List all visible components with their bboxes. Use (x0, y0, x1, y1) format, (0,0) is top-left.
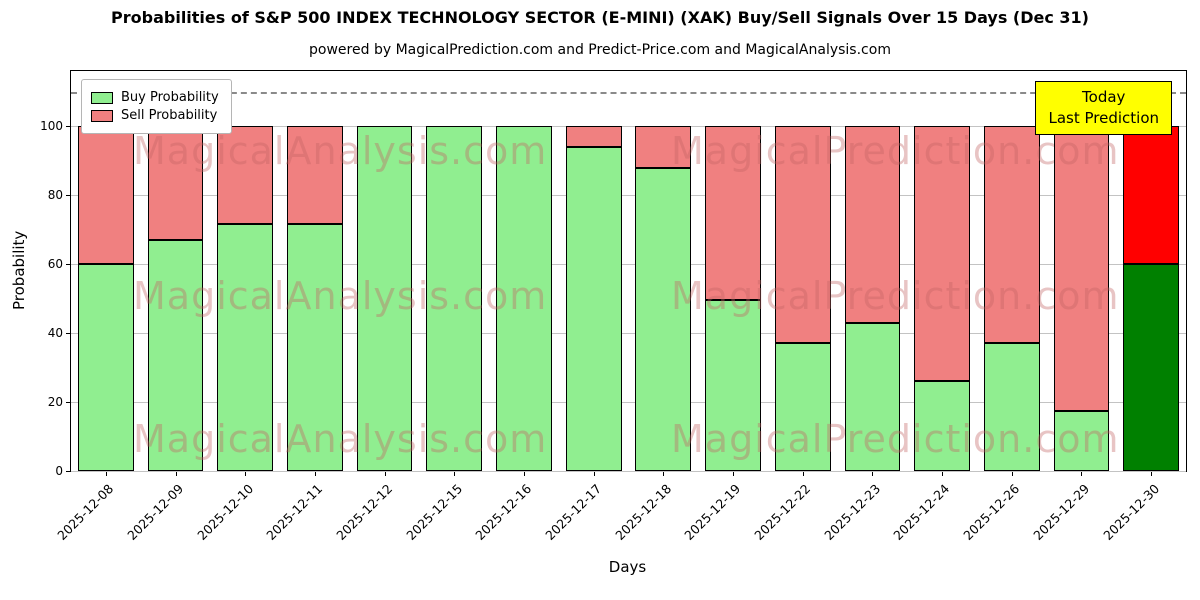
gridline (71, 264, 1186, 266)
y-tick-label: 60 (47, 257, 63, 272)
x-tick-mark (663, 471, 665, 476)
bar-sell-segment (705, 126, 761, 301)
x-tick-mark (384, 471, 386, 476)
gridline (71, 402, 1186, 404)
y-tick-label: 100 (40, 119, 63, 134)
x-tick-mark (942, 471, 944, 476)
x-tick-label: 2025-12-24 (890, 481, 953, 543)
bar-sell-segment (774, 126, 831, 344)
x-tick-label: 2025-12-23 (821, 481, 884, 543)
y-tick-mark (66, 264, 71, 266)
bar-sell-segment (217, 126, 274, 225)
bar-buy-segment (217, 224, 274, 471)
x-tick-mark (314, 471, 316, 476)
bar-buy-segment (914, 381, 970, 471)
gridline (71, 333, 1186, 335)
bar-buy-segment (1123, 264, 1180, 471)
gridline (71, 195, 1186, 197)
x-tick-label: 2025-12-12 (333, 481, 396, 543)
x-tick-mark (454, 471, 456, 476)
legend-label: Buy Probability (121, 90, 219, 105)
x-tick-label: 2025-12-10 (193, 481, 256, 543)
bar-buy-segment (147, 239, 204, 471)
x-tick-mark (1081, 471, 1083, 476)
bar-sell-segment (565, 126, 622, 147)
today-annotation: Today Last Prediction (1035, 81, 1172, 135)
y-tick-mark (66, 402, 71, 404)
bar-sell-segment (77, 126, 134, 265)
x-tick-label: 2025-12-19 (681, 481, 744, 543)
bar-buy-segment (565, 146, 622, 471)
x-tick-mark (523, 471, 525, 476)
bar-buy-segment (496, 126, 552, 471)
legend-item: Buy Probability (91, 90, 219, 105)
x-tick-label: 2025-12-08 (54, 481, 117, 543)
bar-sell-segment (983, 126, 1040, 344)
y-tick-label: 40 (47, 326, 63, 341)
x-tick-mark (593, 471, 595, 476)
chart-subtitle: powered by MagicalPrediction.com and Pre… (309, 42, 891, 58)
x-tick-label: 2025-12-09 (124, 481, 187, 543)
annotation-line: Last Prediction (1048, 109, 1159, 127)
y-tick-mark (66, 471, 71, 472)
x-tick-mark (872, 471, 874, 476)
legend-item: Sell Probability (91, 108, 219, 123)
x-tick-label: 2025-12-30 (1099, 481, 1162, 543)
legend-label: Sell Probability (121, 108, 218, 123)
bar-sell-segment (1123, 126, 1180, 265)
x-tick-label: 2025-12-11 (263, 481, 326, 543)
bar-buy-segment (356, 126, 413, 471)
bar-buy-segment (774, 343, 831, 471)
x-tick-mark (733, 471, 735, 476)
chart-title: Probabilities of S&P 500 INDEX TECHNOLOG… (111, 8, 1089, 27)
y-axis-label: Probability (10, 230, 28, 310)
bar-sell-segment (287, 126, 343, 225)
annotation-line: Today (1082, 88, 1126, 106)
x-tick-mark (175, 471, 177, 476)
legend-swatch (91, 109, 113, 122)
y-tick-label: 0 (55, 464, 63, 478)
bar-buy-segment (983, 343, 1040, 471)
x-tick-mark (105, 471, 107, 476)
bar-sell-segment (914, 126, 970, 382)
x-tick-mark (1151, 471, 1153, 476)
bar-buy-segment (844, 322, 901, 471)
bar-buy-segment (77, 264, 134, 471)
x-tick-mark (1011, 471, 1013, 476)
dashed-reference-line (71, 91, 1186, 94)
x-tick-label: 2025-12-15 (402, 481, 465, 543)
bar-sell-segment (1053, 126, 1110, 411)
x-tick-label: 2025-12-22 (751, 481, 814, 543)
x-tick-mark (245, 471, 247, 476)
x-tick-label: 2025-12-16 (472, 481, 535, 543)
bar-buy-segment (287, 224, 343, 471)
x-tick-label: 2025-12-29 (1030, 481, 1093, 543)
gridline (71, 471, 1186, 472)
y-tick-mark (66, 333, 71, 335)
bar-buy-segment (1053, 410, 1110, 471)
x-tick-label: 2025-12-26 (960, 481, 1023, 543)
y-tick-mark (66, 195, 71, 197)
y-tick-mark (66, 126, 71, 128)
legend-swatch (91, 91, 113, 104)
legend: Buy Probability Sell Probability (81, 79, 232, 134)
bar-buy-segment (705, 300, 761, 471)
bar-sell-segment (147, 126, 204, 240)
x-tick-label: 2025-12-18 (611, 481, 674, 543)
x-tick-label: 2025-12-17 (542, 481, 605, 543)
gridline (71, 126, 1186, 128)
bar-sell-segment (844, 126, 901, 323)
y-tick-label: 20 (47, 395, 63, 410)
plot-area: 0 20 40 60 80 100 2025-12-08 2025-12-09 2025-12-… (40, 70, 1187, 543)
y-tick-label: 80 (47, 188, 63, 203)
bar-buy-segment (426, 126, 483, 471)
bar-sell-segment (635, 126, 692, 168)
x-axis-label: Days (608, 558, 647, 576)
x-tick-mark (802, 471, 804, 476)
bar-buy-segment (635, 167, 692, 471)
